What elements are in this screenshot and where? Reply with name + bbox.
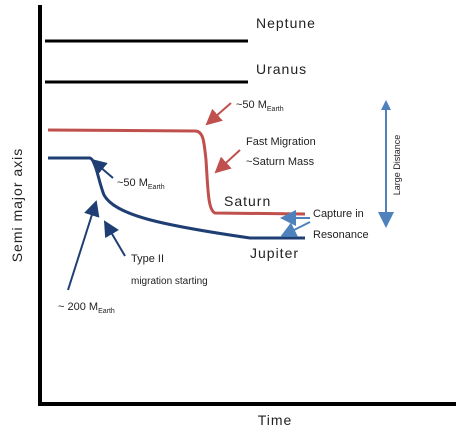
x-axis-label: Time <box>258 412 293 428</box>
y-axis-label: Semi major axis <box>9 148 25 263</box>
saturn-track <box>47 128 306 216</box>
saturn-label: Saturn <box>224 193 271 209</box>
arrow <box>67 200 100 291</box>
fast-migration: Fast Migration <box>246 136 316 148</box>
arrow <box>90 158 114 179</box>
jupiter-label: Jupiter <box>250 245 299 261</box>
saturn-mass: ~50 MEarth <box>236 99 284 113</box>
arrow-head <box>381 100 391 110</box>
arrow <box>103 220 126 257</box>
type-ii: Type II <box>131 253 164 265</box>
capture-label: Capture in <box>313 208 364 220</box>
arrow <box>214 149 241 174</box>
core-mass: ~ 200 MEarth <box>58 301 115 315</box>
fast-migration: ~Saturn Mass <box>246 156 315 168</box>
uranus-label: Uranus <box>256 61 307 77</box>
capture-label: Resonance <box>313 229 369 241</box>
arrow <box>205 102 232 126</box>
arrow <box>280 221 311 237</box>
large-distance: Large Distance <box>392 135 402 196</box>
jupiter-mass: ~50 MEarth <box>117 177 165 191</box>
type-ii: migration starting <box>131 276 208 287</box>
neptune-label: Neptune <box>256 15 316 31</box>
